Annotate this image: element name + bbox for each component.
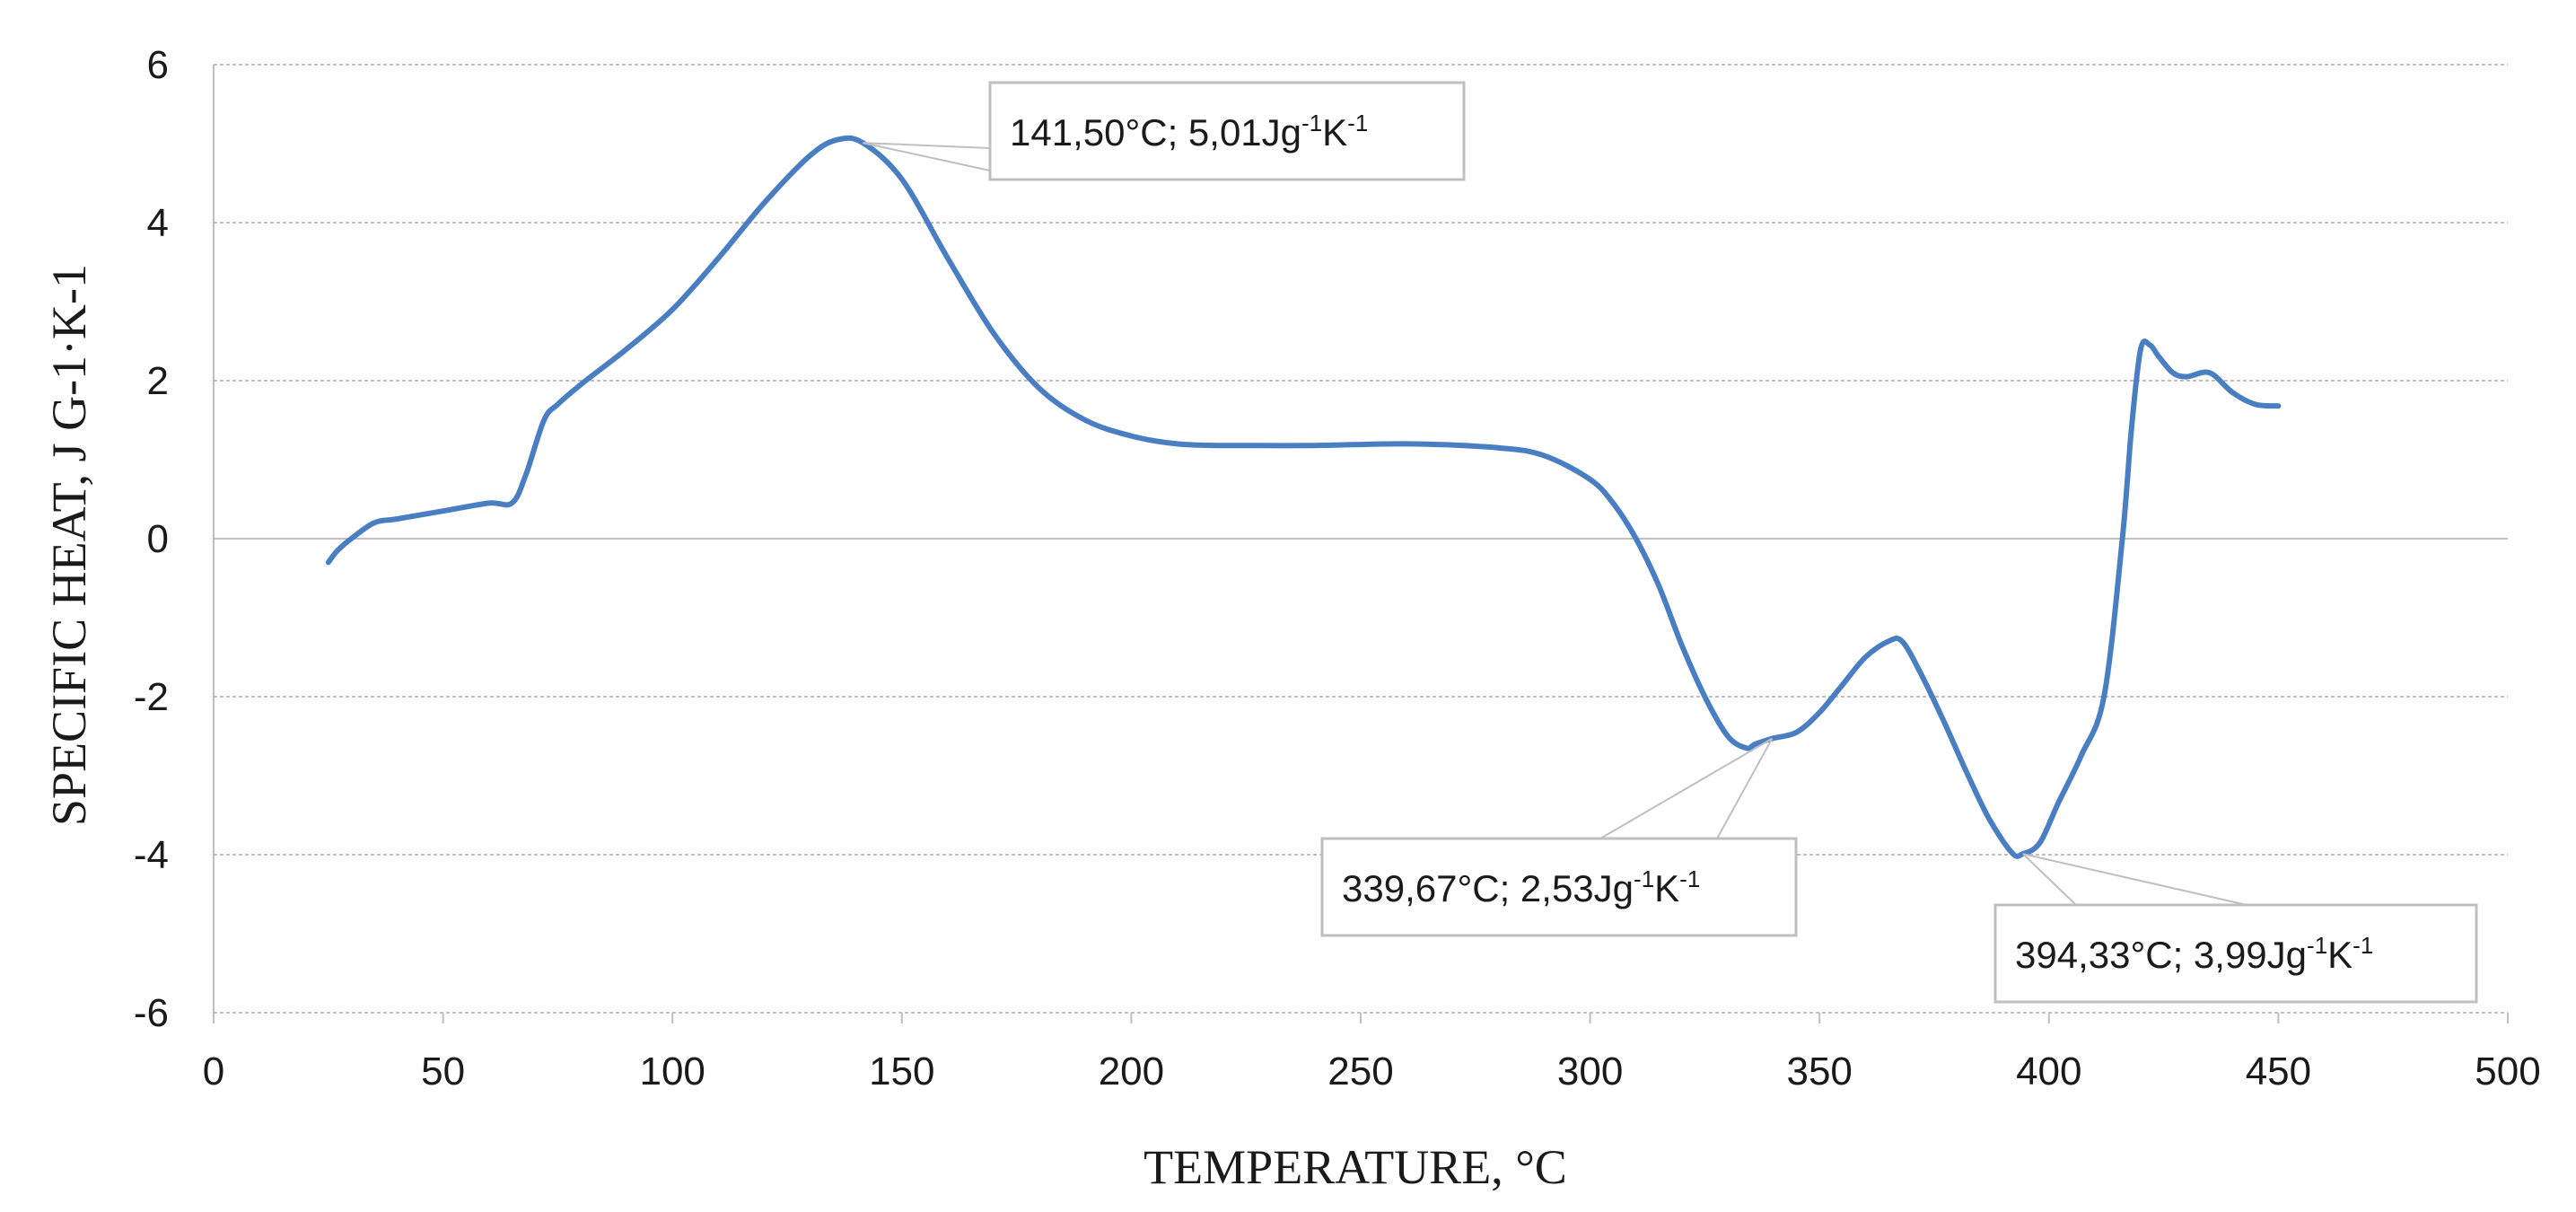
y-axis-title: SPECIFIC HEAT, J G-1·K-1 [42, 264, 96, 826]
annotation-label: 141,50°C; 5,01Jg-1K-1 [1010, 110, 1368, 154]
x-tick-label: 250 [1327, 1050, 1393, 1093]
x-tick-label: 500 [2475, 1050, 2540, 1093]
x-tick-label: 350 [1786, 1050, 1852, 1093]
y-tick-label: -2 [134, 675, 169, 719]
annotation-box [1993, 903, 2478, 1004]
x-tick-label: 100 [639, 1050, 705, 1093]
annotations: 141,50°C; 5,01Jg-1K-1 339,67°C; 2,53Jg-1K… [863, 81, 2478, 1004]
leader-line [2022, 853, 2077, 906]
series-layer [325, 135, 2282, 859]
y-tick-label: -4 [134, 833, 169, 877]
leader-line [863, 142, 991, 149]
y-tick-label: 4 [147, 201, 169, 245]
annotation-box [988, 81, 1466, 181]
y-tick-label: 6 [147, 43, 169, 87]
x-tick-label: 150 [869, 1050, 934, 1093]
leader-line [2022, 853, 2247, 906]
x-tick-label: 200 [1099, 1050, 1164, 1093]
x-tick-label: 0 [203, 1050, 224, 1093]
annotation-callout: 394,33°C; 3,99Jg-1K-1 [1993, 853, 2478, 1004]
leader-line [1599, 737, 1773, 839]
x-tick-label: 450 [2246, 1050, 2311, 1093]
x-tick-label: 300 [1557, 1050, 1623, 1093]
x-tick-label: 400 [2016, 1050, 2081, 1093]
axes [213, 65, 2509, 1023]
x-tick-label: 50 [421, 1050, 465, 1093]
annotation-label: 394,33°C; 3,99Jg-1K-1 [2015, 932, 2373, 976]
x-axis-title: TEMPERATURE, °C [1143, 1140, 1567, 1194]
annotation-callout: 339,67°C; 2,53Jg-1K-1 [1320, 737, 1798, 937]
y-tick-label: 0 [147, 517, 169, 561]
annotation-box [1320, 837, 1798, 937]
series-line [325, 135, 2282, 859]
y-tick-label: 2 [147, 359, 169, 403]
annotation-callout: 141,50°C; 5,01Jg-1K-1 [863, 81, 1466, 181]
annotation-label: 339,67°C; 2,53Jg-1K-1 [1342, 865, 1700, 909]
leader-line [863, 142, 991, 171]
leader-line [1716, 738, 1774, 839]
tick-labels: -6 -4 -2 0 2 4 6 0 50 100 150 200 250 300 350 400 450 500 [134, 43, 2541, 1093]
y-tick-label: -6 [134, 991, 169, 1035]
